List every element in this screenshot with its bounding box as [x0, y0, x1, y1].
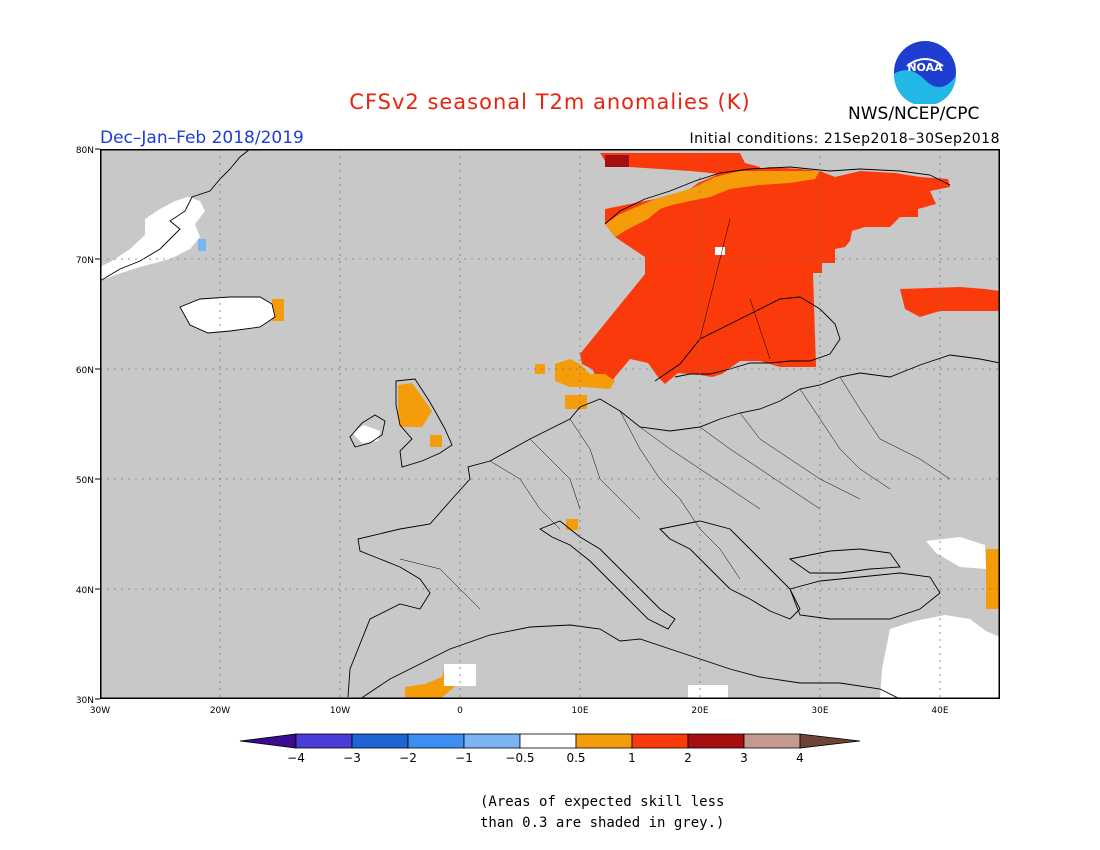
- anomaly-norway-point: [535, 364, 545, 374]
- colorbar-swatch: [519, 733, 577, 749]
- anomaly-svalbard-dark: [605, 155, 629, 167]
- lon-tick-label: 30E: [811, 706, 828, 716]
- lon-tick-label: 10W: [330, 706, 350, 716]
- neutral-middle-east: [880, 615, 1000, 699]
- anomaly-alps: [566, 519, 578, 530]
- initial-conditions: Initial conditions: 21Sep2018–30Sep2018: [689, 131, 1000, 147]
- lat-tick-label: 30N: [76, 696, 94, 706]
- colorbar-arrow-left: [239, 733, 297, 749]
- skill-note: (Areas of expected skill less than 0.3 a…: [480, 792, 724, 834]
- anomaly-scotland: [398, 383, 432, 427]
- colorbar-swatch: [687, 733, 745, 749]
- anomaly-map: [100, 149, 1000, 699]
- colorbar-swatch: [575, 733, 633, 749]
- lat-tick-label: 70N: [76, 256, 94, 266]
- colorbar-arrow-right: [799, 733, 861, 749]
- neutral-libya-egypt: [688, 685, 728, 699]
- anomaly-england: [430, 435, 442, 447]
- colorbar-tick-label: 1: [628, 751, 636, 765]
- lon-tick-label: 20E: [691, 706, 708, 716]
- neutral-iceland: [180, 297, 275, 333]
- map-frame: [100, 149, 1000, 699]
- colorbar-tick-label: −0.5: [505, 751, 535, 765]
- anomaly-svalbard: [600, 153, 760, 177]
- skill-note-line: (Areas of expected skill less: [480, 794, 725, 810]
- lat-tick-label: 60N: [76, 366, 94, 376]
- country-borders: [399, 218, 951, 610]
- anomaly-norway-south: [555, 359, 615, 389]
- coastlines: [100, 149, 1000, 699]
- colorbar-swatch: [743, 733, 801, 749]
- colorbar-tick-label: 4: [796, 751, 804, 765]
- colorbar: [239, 733, 861, 749]
- lat-tick-label: 40N: [76, 586, 94, 596]
- anomaly-fennoscandia: [580, 167, 950, 384]
- anomaly-denmark: [565, 395, 587, 409]
- lon-tick-label: 0: [457, 706, 463, 716]
- anomaly-shading: [100, 153, 1000, 699]
- colorbar-swatch: [351, 733, 409, 749]
- anomaly-norway-coast: [605, 171, 820, 237]
- colorbar-swatch: [407, 733, 465, 749]
- noaa-logo: NOAA: [893, 41, 956, 104]
- anomaly-caspian: [986, 549, 1000, 609]
- colorbar-tick-label: 3: [740, 751, 748, 765]
- colorbar-swatch: [295, 733, 353, 749]
- neutral-norway-north: [715, 247, 725, 255]
- lon-tick-label: 40E: [931, 706, 948, 716]
- neutral-greenland-blue: [198, 239, 206, 251]
- lon-axis: 30W 20W 10W 0 10E 20E 30E 40E: [90, 706, 949, 716]
- colorbar-swatch: [463, 733, 521, 749]
- neutral-caucasus: [926, 537, 986, 569]
- colorbar-tick-label: 0.5: [566, 751, 586, 765]
- lat-axis: 80N 70N 60N 50N 40N 30N: [76, 146, 100, 706]
- colorbar-tick-label: −4: [287, 751, 305, 765]
- graticule: [100, 149, 1000, 699]
- colorbar-tick-label: −2: [399, 751, 417, 765]
- logo-text: NOAA: [907, 61, 943, 74]
- colorbar-tick-label: −1: [455, 751, 473, 765]
- lat-tick-label: 50N: [76, 476, 94, 486]
- neutral-greenland: [100, 197, 205, 281]
- lon-tick-label: 30W: [90, 706, 110, 716]
- colorbar-tick-label: 2: [684, 751, 692, 765]
- anomaly-russia-east: [900, 287, 1000, 317]
- skill-mask-background: [100, 149, 1000, 699]
- skill-note-line: than 0.3 are shaded in grey.): [480, 815, 725, 831]
- agency-label: NWS/NCEP/CPC: [848, 104, 980, 124]
- colorbar-swatch: [631, 733, 689, 749]
- lat-tick-label: 80N: [76, 146, 94, 156]
- forecast-period: Dec–Jan–Feb 2018/2019: [100, 128, 304, 148]
- colorbar-tick-label: −3: [343, 751, 361, 765]
- lon-tick-label: 10E: [571, 706, 588, 716]
- map-title: CFSv2 seasonal T2m anomalies (K): [349, 90, 751, 114]
- neutral-ireland: [352, 425, 380, 443]
- lon-tick-label: 20W: [210, 706, 230, 716]
